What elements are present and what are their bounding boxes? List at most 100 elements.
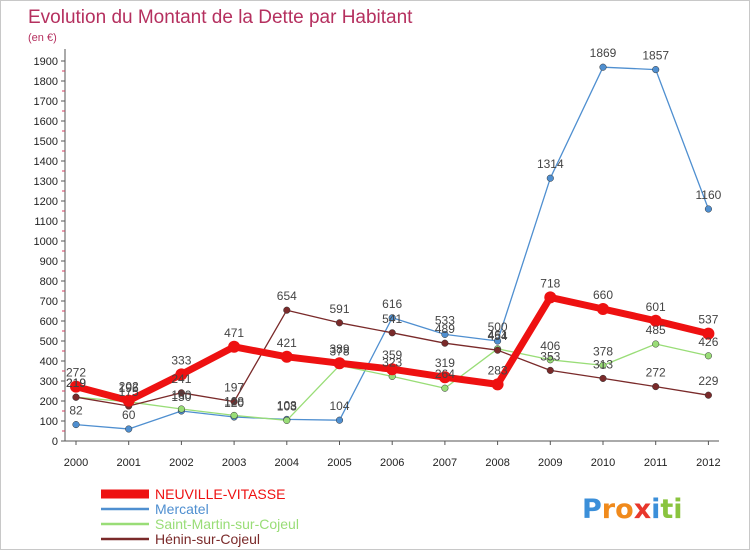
logo-letter: o (615, 494, 634, 525)
data-label: 426 (698, 335, 718, 349)
data-label: 500 (488, 320, 508, 334)
chart-subtitle: (en €) (28, 32, 57, 44)
data-point-0 (597, 303, 609, 315)
data-point-3 (230, 398, 238, 406)
x-tick-label: 2011 (644, 457, 668, 469)
data-point-3 (652, 383, 660, 391)
data-point-2 (441, 384, 449, 392)
data-point-2 (652, 340, 660, 348)
logo-letter: t (660, 494, 673, 525)
data-label: 272 (646, 366, 666, 380)
data-point-1 (494, 337, 502, 345)
data-label: 389 (329, 342, 349, 356)
data-point-3 (72, 393, 80, 401)
data-label: 319 (435, 356, 455, 370)
data-label: 272 (66, 366, 86, 380)
x-tick-label: 2000 (64, 457, 88, 469)
y-tick-label: 1800 (34, 76, 58, 88)
x-tick-label: 2010 (591, 457, 615, 469)
data-point-1 (125, 425, 133, 433)
data-label: 60 (122, 408, 136, 422)
chart-axes: 0 100 200 300 400 500 600 700 800 900 1000 1100 1200… (34, 49, 721, 469)
data-point-1 (335, 416, 344, 424)
y-tick-label: 600 (40, 316, 58, 328)
data-label: 378 (329, 344, 349, 358)
data-point-1 (546, 174, 554, 182)
x-tick-label: 2002 (169, 457, 193, 469)
series-layer (70, 63, 715, 433)
y-tick-label: 1300 (34, 176, 58, 188)
data-label: 485 (646, 323, 666, 337)
data-label: 219 (66, 376, 86, 390)
y-tick-label: 200 (40, 396, 58, 408)
data-label: 333 (171, 353, 191, 367)
legend-label-3: Hénin-sur-Cojeul (155, 531, 260, 547)
data-point-2 (599, 361, 607, 369)
x-tick-label: 2006 (380, 457, 404, 469)
data-label: 175 (119, 385, 139, 399)
data-point-2 (283, 416, 291, 424)
x-tick-label: 2005 (327, 457, 351, 469)
y-tick-label: 1500 (34, 136, 58, 148)
data-label: 160 (171, 388, 191, 402)
logo-letter: i (673, 494, 682, 525)
logo-letter: i (651, 494, 660, 525)
data-point-3 (177, 389, 185, 397)
y-tick-label: 0 (52, 436, 58, 448)
data-point-0 (491, 378, 504, 391)
data-labels-layer: 272 202 333 471 421 389 359 319 283 718 660 601 537 8… (66, 46, 722, 422)
data-label: 471 (224, 326, 244, 340)
data-point-0 (649, 314, 662, 327)
data-label: 601 (646, 300, 666, 314)
legend-label-0: NEUVILLE-VITASSE (155, 486, 285, 502)
data-point-0 (386, 363, 399, 376)
data-label: 103 (277, 399, 297, 413)
data-point-3 (546, 366, 554, 374)
chart-legend: NEUVILLE-VITASSEMercatelSaint-Martin-sur… (101, 486, 299, 547)
data-label: 264 (435, 367, 455, 381)
y-tick-label: 100 (40, 416, 58, 428)
data-label: 489 (435, 322, 455, 336)
data-label: 197 (224, 381, 244, 395)
data-point-2 (546, 356, 554, 364)
y-tick-label: 1700 (34, 96, 58, 108)
data-label: 104 (329, 399, 349, 413)
proxiti-logo: Proxiti (582, 494, 683, 525)
data-label: 591 (329, 302, 349, 316)
data-point-1 (388, 314, 396, 322)
y-tick-label: 1600 (34, 116, 58, 128)
data-point-0 (544, 291, 557, 304)
data-point-3 (441, 339, 449, 347)
data-point-3 (283, 306, 291, 314)
data-label: 654 (277, 289, 297, 303)
data-label: 353 (540, 349, 560, 363)
data-label: 1869 (590, 46, 617, 60)
data-label: 1160 (695, 188, 721, 202)
legend-label-2: Saint-Martin-sur-Cojeul (155, 516, 299, 532)
data-label: 323 (382, 355, 402, 369)
y-tick-label: 1200 (34, 196, 58, 208)
data-label: 541 (382, 312, 402, 326)
data-label: 283 (488, 363, 508, 377)
data-label: 313 (593, 357, 613, 371)
data-point-1 (652, 66, 660, 74)
data-label: 108 (277, 398, 297, 412)
data-label: 229 (698, 374, 718, 388)
y-tick-label: 900 (40, 256, 58, 268)
y-tick-label: 800 (40, 276, 58, 288)
x-tick-label: 2001 (116, 457, 140, 469)
data-label: 533 (435, 313, 455, 327)
data-point-3 (599, 374, 607, 382)
x-tick-label: 2008 (485, 457, 509, 469)
data-label: 1857 (642, 49, 669, 63)
data-point-2 (704, 352, 712, 360)
data-label: 219 (66, 376, 86, 390)
data-label: 359 (382, 348, 402, 362)
logo-letter: P (582, 494, 602, 525)
logo-letter: r (602, 494, 616, 525)
y-tick-label: 400 (40, 356, 58, 368)
chart-title: Evolution du Montant de la Dette par Hab… (28, 7, 413, 28)
y-tick-label: 300 (40, 376, 58, 388)
